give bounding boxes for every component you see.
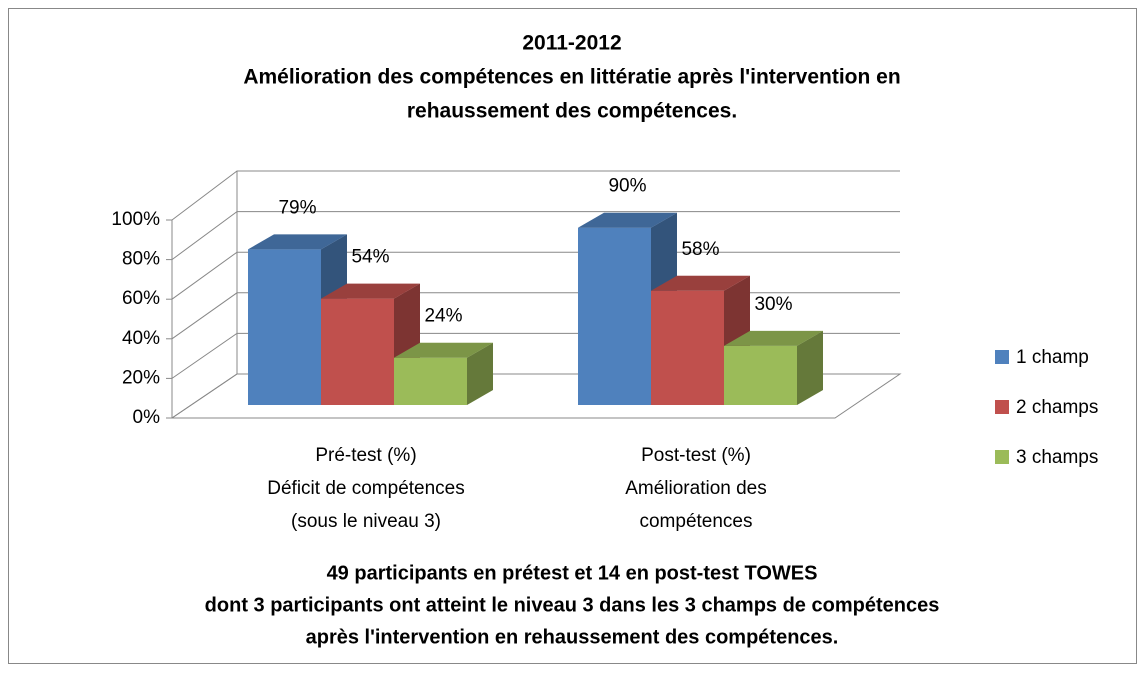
y-tick-label: 60% (122, 288, 160, 309)
x-tick-label: Déficit de compétences (267, 478, 465, 499)
bar-top-shade (651, 275, 750, 291)
bar-top (578, 212, 677, 228)
value-label: 58% (681, 239, 719, 260)
y-tick-label: 20% (122, 367, 160, 388)
annotation: 49 participants en prétest et 14 en post… (327, 562, 818, 584)
annotation: dont 3 participants ont atteint le nivea… (205, 594, 940, 616)
grid-line (171, 170, 900, 221)
bar (651, 290, 724, 405)
y-tick-label: 0% (133, 407, 161, 428)
bar (248, 249, 321, 405)
bar-side-shade (467, 342, 493, 405)
bar (394, 357, 467, 405)
bar-top (724, 330, 823, 346)
bar-side (797, 330, 823, 405)
x-tick-label: Post-test (%) (641, 445, 751, 466)
bar-top (651, 275, 750, 291)
legend-swatch (995, 450, 1009, 464)
bar-top-shade (321, 283, 420, 299)
bar-top-shade (394, 342, 493, 358)
x-tick-label: Pré-test (%) (315, 445, 416, 466)
annotation: après l'intervention en rehaussement des… (306, 626, 839, 648)
bar-top-shade (578, 212, 677, 228)
bar (578, 227, 651, 405)
value-label: 54% (351, 247, 389, 268)
bar-top (321, 283, 420, 299)
value-label: 79% (278, 197, 316, 218)
bar-top (394, 342, 493, 358)
bar-side-shade (797, 330, 823, 405)
legend-label: 1 champ (1016, 347, 1089, 368)
y-tick-label: 40% (122, 328, 160, 349)
value-label: 24% (424, 306, 462, 327)
legend-label: 2 champs (1016, 397, 1098, 418)
chart-title: 2011-2012 (522, 32, 621, 55)
chart-border (8, 8, 1137, 664)
legend-label: 3 champs (1016, 447, 1098, 468)
value-label: 30% (754, 294, 792, 315)
legend-swatch (995, 400, 1009, 414)
bar-top-shade (724, 330, 823, 346)
y-tick-label: 80% (122, 249, 160, 270)
grid-line (171, 211, 900, 261)
value-label: 90% (608, 176, 646, 197)
x-tick-label: (sous le niveau 3) (291, 511, 441, 532)
bar-top-shade (248, 234, 347, 250)
bar (724, 345, 797, 405)
chart-title: rehaussement des compétences. (407, 100, 737, 123)
bar-side (467, 342, 493, 405)
bar-top (248, 234, 347, 250)
bar (321, 298, 394, 405)
grid-line (171, 251, 900, 300)
y-tick-label: 100% (111, 209, 160, 230)
x-tick-label: Amélioration des (625, 478, 767, 499)
chart-title: Amélioration des compétences en littérat… (243, 66, 900, 89)
legend-swatch (995, 350, 1009, 364)
x-tick-label: compétences (639, 511, 752, 532)
